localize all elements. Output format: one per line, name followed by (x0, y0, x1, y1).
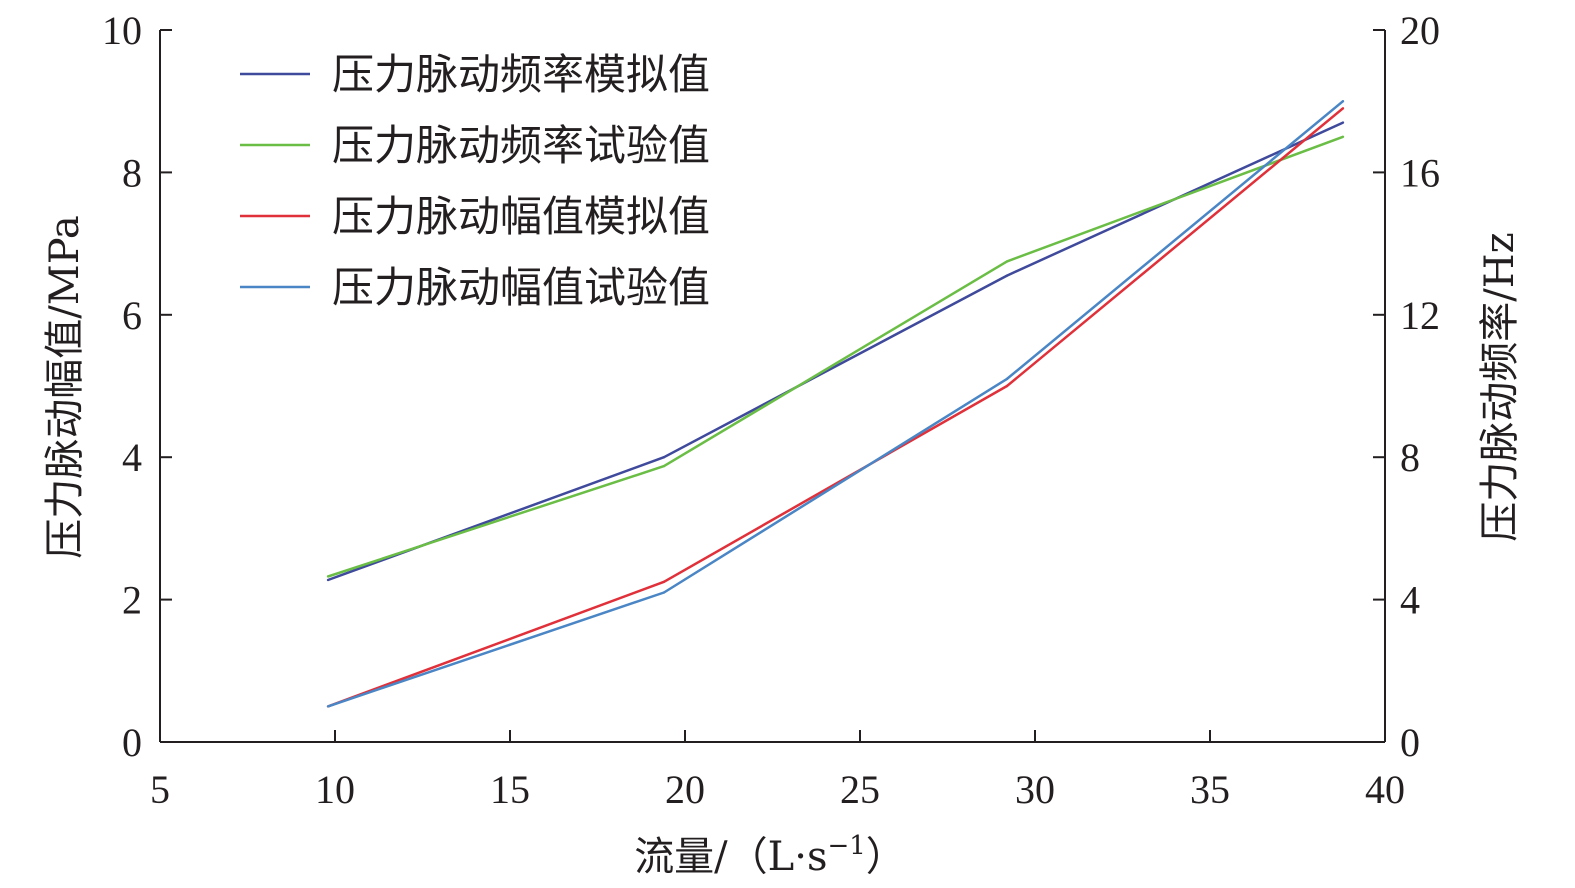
legend-label: 压力脉动频率试验值 (332, 121, 710, 170)
axis-titles: 流量/（L·s−1） 压力脉动幅值/MPa 压力脉动频率/Hz (42, 215, 1523, 880)
right-y-tick-label: 4 (1400, 578, 1420, 623)
left-y-axis-title: 压力脉动幅值/MPa (42, 215, 88, 558)
right-y-axis-title: 压力脉动频率/Hz (1477, 232, 1523, 541)
data-point (1341, 121, 1345, 124)
x-tick-label: 30 (1015, 767, 1055, 812)
x-axis-title-superscript: −1 (827, 831, 865, 861)
data-point (1005, 384, 1009, 388)
left-y-tick-label: 4 (122, 435, 142, 480)
left-y-tick-label: 0 (122, 720, 142, 765)
data-point (662, 456, 666, 459)
x-tick-label: 5 (150, 767, 170, 812)
right-y-tick-label: 20 (1400, 8, 1440, 53)
legend-label: 压力脉动幅值模拟值 (332, 192, 710, 241)
x-tick-label: 20 (665, 767, 705, 812)
left-y-tick-label: 8 (122, 150, 142, 195)
data-point (1341, 100, 1345, 103)
data-point (662, 591, 666, 594)
series-line-4 (327, 100, 1344, 708)
data-point (662, 464, 666, 468)
left-y-tick-label: 2 (122, 578, 142, 623)
plot-lines (326, 100, 1345, 708)
data-point (1005, 377, 1009, 381)
x-tick-label: 35 (1190, 767, 1230, 812)
x-axis-title: 流量/（L·s−1） (634, 831, 906, 880)
series-line-2 (327, 135, 1344, 578)
x-tick-label: 40 (1365, 767, 1405, 812)
legend-label: 压力脉动幅值试验值 (332, 263, 710, 312)
data-point (326, 575, 330, 578)
x-tick-label: 15 (490, 767, 530, 812)
data-point (326, 705, 330, 708)
data-point (662, 580, 666, 583)
data-point (1341, 135, 1345, 138)
left-y-tick-label: 10 (102, 8, 142, 53)
series-line-3 (327, 107, 1344, 708)
right-y-tick-label: 12 (1400, 293, 1440, 338)
legend-label: 压力脉动频率模拟值 (332, 50, 710, 99)
x-axis-title-close: ） (866, 834, 906, 880)
data-point (1005, 260, 1009, 263)
x-tick-label: 10 (315, 767, 355, 812)
left-y-tick-label: 6 (122, 293, 142, 338)
right-y-tick-label: 0 (1400, 720, 1420, 765)
x-tick-label: 25 (840, 767, 880, 812)
data-point (326, 578, 330, 582)
right-y-tick-label: 16 (1400, 150, 1440, 195)
right-y-tick-label: 8 (1400, 435, 1420, 480)
data-point (1005, 274, 1009, 277)
data-point (1341, 107, 1345, 110)
